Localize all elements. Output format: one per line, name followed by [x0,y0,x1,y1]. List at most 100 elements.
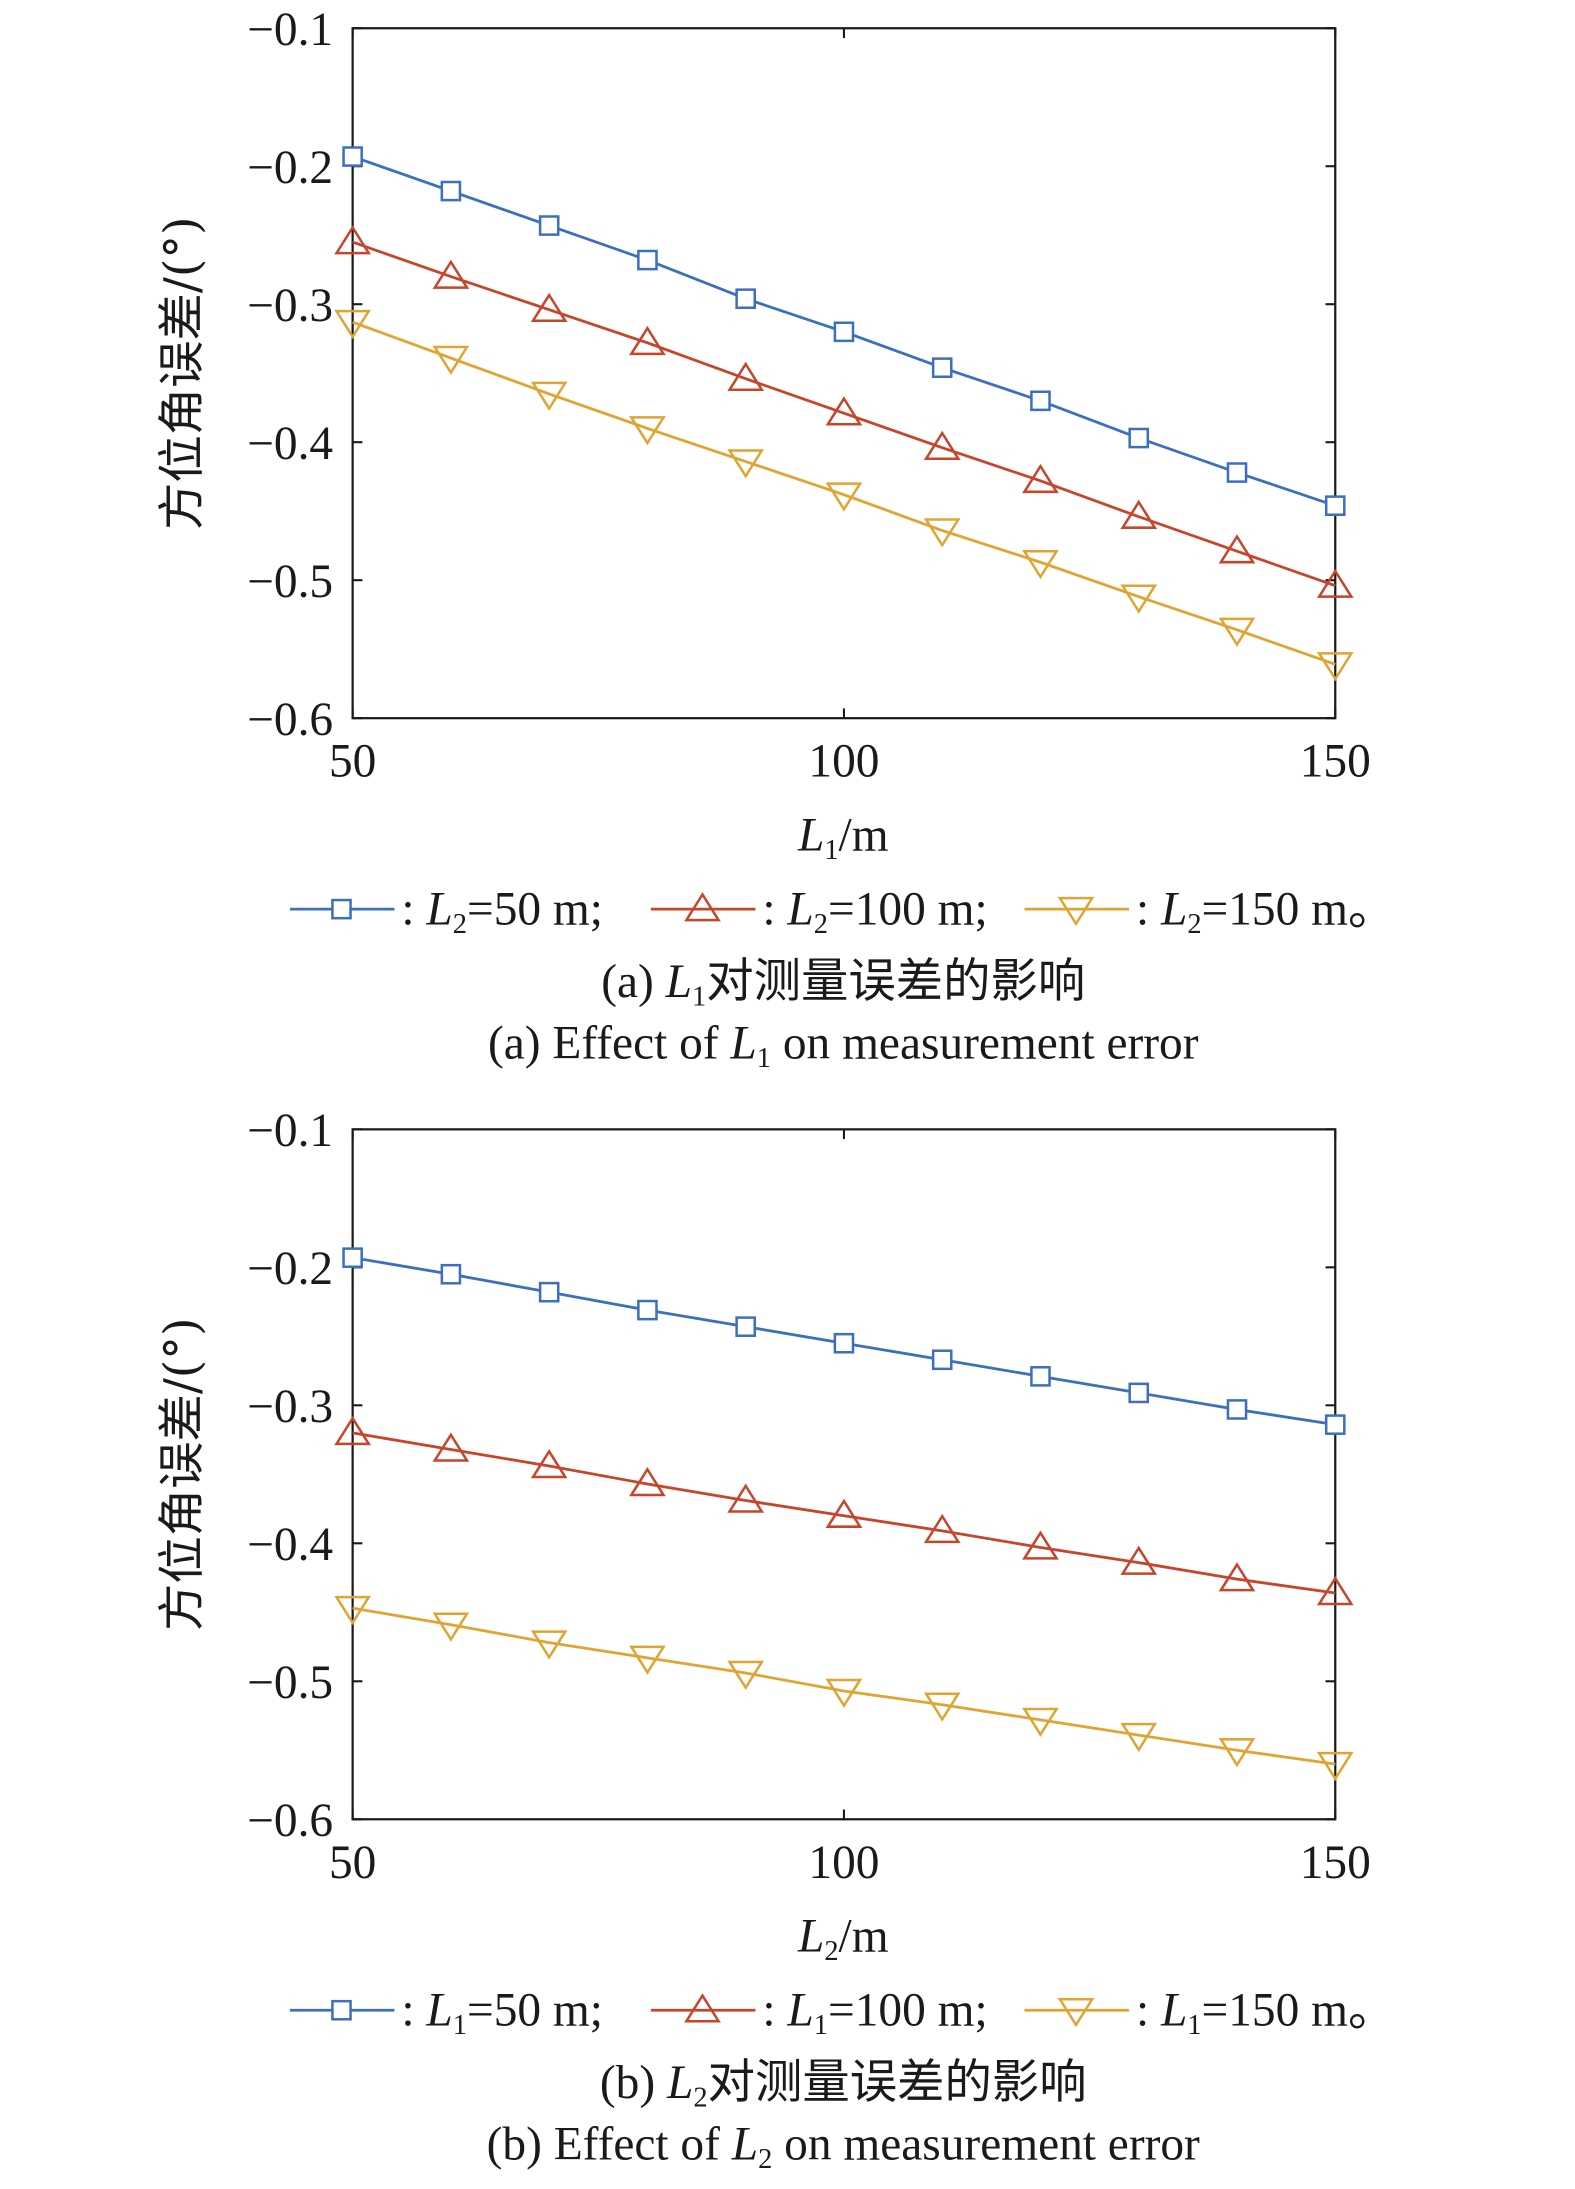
y-tick-label: −0.6 [247,694,333,746]
legend-label: : L1=50 m; [401,1985,603,2042]
legend-label-pre: : [401,883,426,935]
legend-label-pre: : [401,1985,426,2037]
caption-cn: (b) L2对测量误差的影响 [600,2057,1087,2114]
data-point-triangle-down [1022,1707,1059,1737]
x-axis-label: L1/m [797,810,889,867]
y-tick-label: −0.2 [247,1243,333,1295]
chart-a: −0.1−0.2−0.3−0.4−0.5−0.650 100 150L1/m方位角误… [155,4,1395,1074]
legend-item: : L1=100 m; [650,1985,988,2042]
caption-en: (b) Effect of L2 on measurement error [487,2118,1200,2175]
caption-en-sub: 2 [758,2144,772,2175]
legend-item: : L1=50 m; [289,1985,603,2042]
data-point-square [1128,427,1150,449]
legend-marker-triangle-up [684,1993,721,2023]
legend-label-rest: =100 m; [828,1985,988,2037]
data-point-triangle-up [825,1498,863,1528]
caption-en-pre: (a) Effect of [488,1017,730,1069]
data-point-triangle-down [825,1678,863,1708]
legend-label-sub: 2 [453,909,467,940]
caption-en-sub: 1 [757,1043,771,1074]
data-point-square [637,1299,658,1321]
data-point-square [833,321,855,343]
x-tick-label: 50 [329,736,376,788]
data-point-triangle-up [923,430,961,460]
data-point-square [1324,1414,1346,1435]
y-tick-label: −0.4 [247,418,333,470]
series-line [352,240,1336,588]
data-point-square [637,249,658,271]
series-1 [334,225,1354,598]
legend-label-sub: 2 [814,909,828,940]
data-point-triangle-up [334,225,372,255]
data-point-square [735,288,756,310]
data-point-square [833,1332,855,1354]
y-tick-label: −0.5 [247,1657,333,1709]
data-point-triangle-up [530,292,568,322]
series-line [352,1606,1336,1766]
caption-cn-var: L [665,956,692,1008]
legend-label-var: L [786,883,813,935]
data-point-triangle-down [629,416,666,446]
data-point-square [1226,462,1248,483]
legend-marker-square [331,1999,352,2021]
x-tick-label: 150 [1300,1837,1371,1889]
data-point-triangle-up [923,1513,961,1544]
caption-en: (a) Effect of L1 on measurement error [488,1017,1199,1074]
data-point-square [440,1263,462,1285]
data-point-triangle-up [1022,463,1059,494]
data-point-triangle-down [727,449,765,479]
legend-marker-square [331,898,352,920]
legend-label: : L2=50 m; [401,883,603,940]
data-point-triangle-down [432,345,470,376]
caption-en-var: L [731,2118,758,2170]
legend-label-sub: 1 [1187,2010,1201,2041]
caption-en-rest: on measurement error [771,1017,1199,1069]
data-point-square [931,357,953,379]
y-tick-label: −0.4 [247,1519,333,1571]
legend-label-rest: =100 m; [828,883,988,935]
legend-marker-triangle-down [1057,1997,1095,2028]
legend-label: : L1=100 m; [762,1985,987,2042]
data-point-triangle-up [1316,1575,1354,1606]
x-axis-label-var: L [797,1911,824,1963]
legend-item: : L2=50 m; [289,883,603,940]
legend-label-rest: =150 m。 [1202,883,1396,935]
data-point-square [538,215,560,236]
legend-label-sub: 1 [814,2010,828,2041]
data-point-triangle-up [530,1449,568,1479]
y-tick-label: −0.3 [247,280,333,332]
legend-label-var: L [1160,883,1187,935]
data-point-triangle-down [1120,584,1158,614]
x-tick-label: 100 [808,736,879,788]
data-point-square [931,1349,953,1371]
x-axis-label-rest: /m [839,1911,889,1963]
data-point-triangle-up [432,259,470,289]
caption-cn: (a) L1对测量误差的影响 [601,956,1085,1013]
legend-label: : L2=100 m; [762,883,987,940]
data-point-triangle-down [727,1660,765,1691]
data-point-triangle-down [1218,1738,1256,1768]
legend-label-var: L [1160,1985,1187,2037]
data-point-triangle-up [727,361,765,391]
x-axis-label-var: L [797,810,824,862]
data-point-triangle-down [629,1645,666,1675]
data-point-triangle-down [1120,1722,1158,1753]
data-point-triangle-down [825,482,863,512]
data-point-square [538,1281,560,1303]
data-point-triangle-up [1316,568,1354,598]
legend-item: : L1=150 m。 [1024,1985,1395,2041]
data-point-triangle-up [334,1415,372,1446]
legend-label-pre: : [762,1985,787,2037]
chart-b: −0.1−0.2−0.3−0.4−0.5−0.650 100 150L2/m方位角误… [155,1105,1395,2175]
data-point-triangle-down [1218,617,1256,647]
data-point-square [735,1316,756,1337]
y-tick-label: −0.6 [247,1795,333,1847]
data-point-triangle-up [727,1483,765,1513]
data-point-triangle-down [530,381,568,411]
legend-label-var: L [425,883,452,935]
legend-item: : L2=100 m; [650,883,988,940]
caption-cn-rest: 对测量误差的影响 [706,956,1085,1008]
legend-label-pre: : [1136,1985,1161,2037]
data-point-square [342,146,363,167]
caption-cn-var: L [666,2057,693,2109]
